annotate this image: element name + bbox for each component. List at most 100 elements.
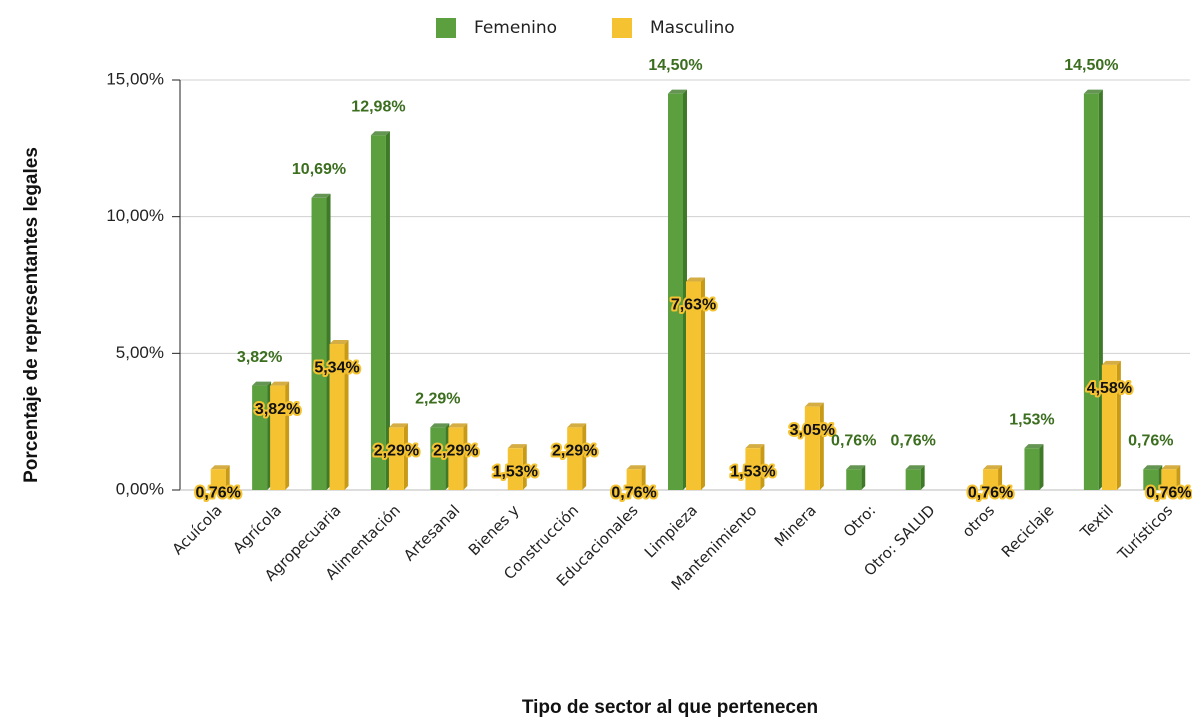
bar-side	[861, 465, 866, 490]
x-tick-label: Textil	[1076, 501, 1117, 542]
data-label: 3,05%	[790, 422, 835, 439]
bar-top	[626, 465, 646, 470]
bar-side	[1176, 465, 1181, 490]
bar-top	[1101, 360, 1121, 365]
data-label: 0,76%	[1128, 432, 1173, 449]
y-tick-label: 10,00%	[106, 206, 164, 225]
bar-side	[998, 465, 1003, 490]
data-label: 10,69%	[292, 161, 346, 178]
data-label: 1,53%	[1009, 411, 1054, 428]
x-tick-label: Otro:	[840, 501, 879, 540]
bar-side	[285, 381, 290, 490]
bar	[370, 135, 386, 491]
data-label: 7,63%	[671, 297, 716, 314]
bar-side	[701, 277, 705, 490]
data-label: 1,53%	[493, 463, 538, 480]
x-tick-label: Bienes y	[465, 501, 523, 559]
bar-top	[983, 465, 1003, 470]
bar	[430, 427, 446, 490]
bar-side	[385, 131, 390, 491]
bar-top	[846, 465, 866, 470]
bar	[1083, 93, 1099, 491]
bar	[311, 197, 327, 490]
bar	[745, 448, 761, 490]
legend-swatch	[612, 18, 632, 38]
bar-side	[1039, 444, 1044, 490]
x-tick-label: Artesanal	[400, 501, 463, 564]
bar-top	[1083, 89, 1103, 94]
bar-side	[920, 465, 925, 490]
data-label: 0,76%	[1146, 484, 1191, 501]
y-tick-label: 15,00%	[106, 69, 164, 88]
bar	[983, 469, 999, 490]
bar-top	[448, 423, 468, 428]
data-label: 5,34%	[314, 359, 359, 376]
data-label: 0,76%	[890, 432, 935, 449]
data-label: 14,50%	[648, 57, 702, 74]
bar	[507, 448, 523, 490]
bar-side	[819, 402, 824, 490]
data-label: 0,76%	[196, 484, 241, 501]
bar	[1024, 448, 1040, 490]
bar	[388, 427, 404, 490]
x-tick-label: Agrícola	[229, 501, 285, 557]
bar-top	[905, 465, 925, 470]
bar-side	[1116, 360, 1121, 490]
bar-side	[344, 340, 349, 490]
x-tick-label: Limpieza	[641, 501, 701, 561]
data-label: 12,98%	[351, 98, 405, 115]
legend-label: Femenino	[474, 18, 557, 38]
bar-side	[522, 444, 527, 490]
bar-top	[252, 381, 272, 386]
bar	[210, 469, 226, 490]
data-label: 0,76%	[968, 484, 1013, 501]
y-tick-label: 5,00%	[116, 343, 164, 362]
bar-top	[1143, 465, 1163, 470]
data-label: 2,29%	[415, 391, 460, 408]
x-tick-label: otros	[959, 501, 999, 541]
bar	[567, 427, 583, 490]
bar	[1101, 364, 1117, 490]
bar-top	[270, 381, 290, 386]
bar-top	[388, 423, 408, 428]
bar	[270, 385, 286, 490]
bar-top	[430, 423, 450, 428]
bar	[448, 427, 464, 490]
bar-top	[804, 402, 824, 407]
data-label: 14,50%	[1064, 57, 1118, 74]
data-label: 4,58%	[1087, 380, 1132, 397]
bar-side	[760, 444, 765, 490]
bar-side	[582, 423, 587, 490]
data-label: 0,76%	[611, 484, 656, 501]
bar	[905, 469, 921, 490]
bar	[668, 93, 683, 491]
bar	[1143, 469, 1159, 490]
data-label: 2,29%	[552, 443, 597, 460]
data-label: 2,29%	[374, 443, 419, 460]
x-tick-label: Reciclaje	[998, 501, 1058, 561]
bar	[626, 469, 642, 490]
data-label: 2,29%	[433, 443, 478, 460]
x-tick-label: Turísticos	[1113, 501, 1176, 564]
data-label: 3,82%	[255, 401, 300, 418]
bar-top	[329, 340, 349, 345]
bar-top	[745, 444, 765, 449]
bar-top	[1024, 444, 1044, 449]
x-tick-label: Acuícola	[169, 501, 226, 558]
bar-side	[403, 423, 408, 490]
bar	[846, 469, 862, 490]
data-label: 3,82%	[237, 349, 282, 366]
legend-label: Masculino	[650, 18, 735, 38]
bar	[329, 344, 345, 490]
legend-swatch	[436, 18, 456, 38]
bar	[686, 281, 701, 490]
bar-top	[1161, 465, 1181, 470]
bar-top	[507, 444, 527, 449]
bar	[252, 385, 268, 490]
y-axis-title: Porcentaje de representantes legales	[21, 147, 42, 483]
x-axis-title: Tipo de sector al que pertenecen	[522, 697, 818, 718]
bar-side	[641, 465, 646, 490]
bar-top	[686, 277, 705, 282]
bar	[804, 406, 820, 490]
